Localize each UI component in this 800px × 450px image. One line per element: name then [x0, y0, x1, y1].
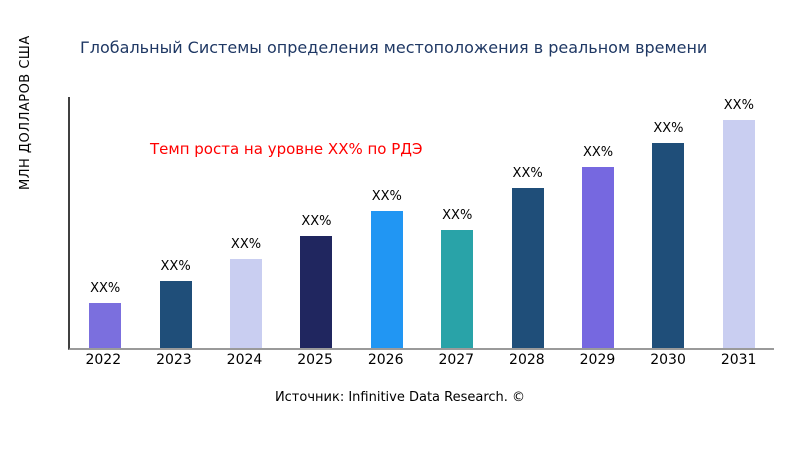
- bar: [89, 302, 122, 348]
- growth-rate-annotation: Темп роста на уровне XX% по РДЭ: [150, 140, 423, 158]
- bar: [300, 235, 333, 348]
- bar-column: XX%: [211, 97, 281, 348]
- plot-region: XX% XX% XX% XX% XX% XX% XX% XX% XX% XX%: [68, 97, 774, 350]
- bar-value-label: XX%: [512, 166, 543, 182]
- x-axis-tick-label: 2031: [720, 352, 757, 368]
- bar-column: XX%: [633, 97, 703, 348]
- bar-value-label: XX%: [90, 280, 121, 296]
- source-credit: Источник: Infinitive Data Research. ©: [274, 390, 526, 405]
- x-axis-tick-label: 2028: [509, 352, 545, 368]
- x-axis-tick-label: 2030: [650, 352, 686, 368]
- chart-title: Глобальный Системы определения местополо…: [80, 38, 708, 57]
- bar: [511, 188, 544, 348]
- bar: [582, 167, 615, 348]
- x-axis-tick-label: 2024: [226, 352, 263, 368]
- bar-column: XX%: [281, 97, 351, 348]
- bar: [159, 280, 192, 348]
- bar: [370, 211, 403, 348]
- x-axis-tick-label: 2023: [156, 352, 192, 368]
- bar: [230, 258, 263, 348]
- bar-column: XX%: [352, 97, 422, 348]
- plot-area: XX% XX% XX% XX% XX% XX% XX% XX% XX% XX%: [70, 97, 774, 348]
- bar-value-label: XX%: [442, 207, 473, 223]
- x-axis-tick-label: 2025: [297, 352, 333, 368]
- x-axis-tick-label: 2026: [367, 352, 404, 368]
- bar-column: XX%: [140, 97, 210, 348]
- x-axis-tick-label: 2029: [579, 352, 616, 368]
- bar-column: XX%: [70, 97, 140, 348]
- bar: [441, 229, 474, 348]
- bar-column: XX%: [492, 97, 562, 348]
- bar: [722, 120, 755, 348]
- bar-value-label: XX%: [653, 121, 684, 137]
- x-axis-tick-label: 2027: [438, 352, 475, 368]
- bar-value-label: XX%: [160, 258, 191, 274]
- bar-value-label: XX%: [371, 189, 402, 205]
- bar-value-label: XX%: [301, 213, 332, 229]
- x-axis-labels: 2022 2023 2024 2025 2026 2027 2028 2029 2030 2031: [68, 352, 774, 368]
- bar-value-label: XX%: [582, 145, 614, 161]
- x-axis-tick-label: 2022: [85, 352, 122, 368]
- bar-column: XX%: [563, 97, 633, 348]
- bar-value-label: XX%: [723, 98, 754, 114]
- bar-value-label: XX%: [230, 236, 262, 252]
- y-axis-label: МЛН ДОЛЛАРОВ США: [18, 35, 33, 190]
- bar-column: XX%: [422, 97, 492, 348]
- bar: [652, 143, 685, 348]
- bar-column: XX%: [704, 97, 774, 348]
